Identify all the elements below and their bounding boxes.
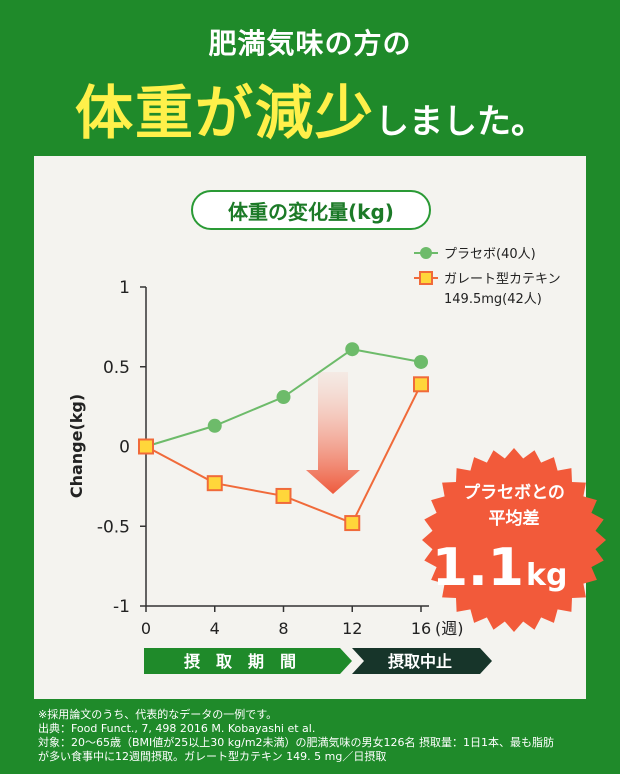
legend-placebo-marker: [420, 247, 432, 259]
chart-title: 体重の変化量(kg): [191, 190, 431, 230]
x-axis-unit: (週): [435, 619, 464, 638]
placebo-point: [207, 418, 222, 433]
catechin-point: [344, 515, 361, 532]
y-tick-label: 1: [119, 278, 130, 298]
legend-catechin-label: ガレート型カテキン: [444, 272, 561, 287]
x-tick-label: 4: [210, 619, 220, 638]
footnote: ※採用論文のうち、代表的なデータの一例です。 出典：Food Funct., 7…: [38, 708, 608, 764]
x-tick-label: 8: [278, 619, 288, 638]
placebo-point: [345, 342, 360, 357]
badge-unit: kg: [526, 558, 567, 593]
difference-badge: [422, 448, 606, 632]
period-stop-label: 摂取中止: [388, 652, 452, 671]
y-tick-label: -1: [113, 597, 130, 617]
placebo-point: [276, 390, 291, 405]
header-title: 体重が減少しました。: [0, 66, 620, 150]
y-tick-label: 0.5: [103, 358, 130, 378]
footnote-subject: 対象：20〜65歳（BMI値が25以上30 kg/m2未満）の肥満気味の男女12…: [38, 736, 555, 749]
legend-placebo-label: プラセボ(40人): [444, 247, 536, 262]
period-intake-label: 摂 取 期 間: [184, 652, 296, 671]
catechin-point: [138, 438, 154, 455]
period-stop-bar: [352, 648, 492, 674]
header-highlight: 体重が減少: [74, 79, 375, 147]
header-tail: しました。: [375, 102, 545, 142]
badge-value: 1.1: [432, 538, 524, 598]
x-tick-label: 0: [141, 619, 151, 638]
x-tick-label: 12: [342, 619, 362, 638]
period-intake-bar: [144, 648, 352, 674]
legend-catechin-label-line2: 149.5mg(42人): [444, 292, 542, 307]
catechin-point: [275, 487, 292, 504]
placebo-point: [414, 354, 428, 369]
footnote-subject-cont: が多い食事中に12週間摂取。ガレート型カテキン 149. 5 mg／日摂取: [38, 750, 387, 763]
y-tick-label: -0.5: [97, 517, 130, 537]
header-subtitle: 肥満気味の方の: [208, 27, 412, 60]
footnote-source: 出典：Food Funct., 7, 498 2016 M. Kobayashi…: [38, 722, 316, 735]
badge-line1: プラセボとの: [463, 482, 565, 503]
catechin-point: [413, 376, 429, 393]
y-axis-label: Change(kg): [67, 394, 86, 498]
y-tick-label: 0: [119, 438, 130, 458]
legend-catechin-marker: [419, 271, 433, 285]
down-arrow: [306, 372, 360, 494]
catechin-point: [206, 475, 223, 492]
badge-line2: 平均差: [489, 508, 540, 529]
footnote-line-1: ※採用論文のうち、代表的なデータの一例です。: [38, 708, 278, 721]
x-tick-label: 16: [411, 619, 431, 638]
